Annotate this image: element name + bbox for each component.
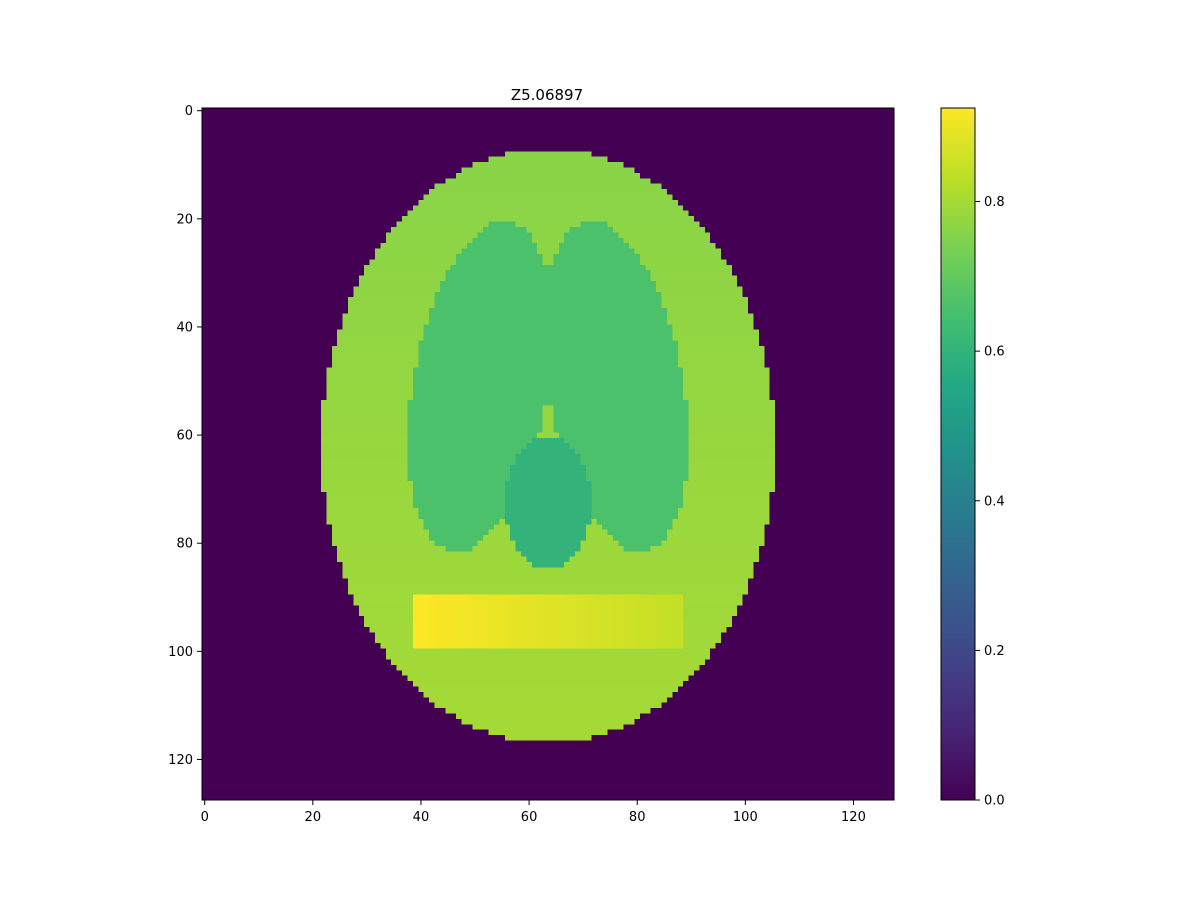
y-axis: 0 20 40 60 80 100 120 — [168, 104, 202, 768]
colorbar-tick-label: 0.0 — [984, 794, 1005, 809]
plot-frame — [201, 107, 895, 801]
heatmap-raster — [202, 108, 894, 800]
y-tick-label: 80 — [176, 537, 193, 552]
colorbar-frame — [940, 107, 976, 801]
y-tick-label: 20 — [176, 212, 193, 227]
colorbar-tick-label: 0.2 — [984, 644, 1005, 659]
y-tick-label: 120 — [168, 753, 193, 768]
y-tick-label: 0 — [185, 104, 193, 119]
x-tick-label: 60 — [521, 810, 538, 825]
x-tick-label: 80 — [629, 810, 646, 825]
x-tick-label: 20 — [305, 810, 322, 825]
colorbar: 0.0 0.2 0.4 0.6 0.8 — [940, 107, 1005, 809]
chart-title: Z5.06897 — [511, 86, 583, 104]
heatmap-image — [201, 107, 895, 801]
x-tick-label: 40 — [413, 810, 430, 825]
x-tick-label: 0 — [201, 810, 209, 825]
colorbar-tick-label: 0.4 — [984, 494, 1005, 509]
x-tick-label: 120 — [841, 810, 866, 825]
y-tick-label: 60 — [176, 429, 193, 444]
colorbar-tick-label: 0.8 — [984, 195, 1005, 210]
colorbar-tick-label: 0.6 — [984, 345, 1005, 360]
y-tick-label: 100 — [168, 645, 193, 660]
colorbar-ticks: 0.0 0.2 0.4 0.6 0.8 — [975, 195, 1005, 809]
y-tick-label: 40 — [176, 320, 193, 335]
colorbar-gradient — [941, 108, 975, 800]
x-axis: 0 20 40 60 80 100 120 — [201, 800, 866, 825]
x-tick-label: 100 — [733, 810, 758, 825]
